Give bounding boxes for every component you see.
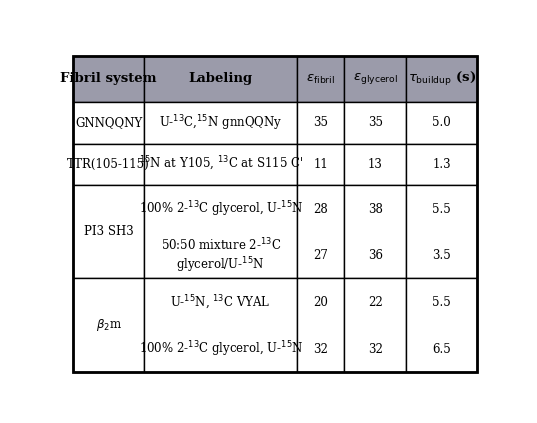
Text: $\beta_2$m: $\beta_2$m [96,317,122,333]
Text: 32: 32 [368,343,382,356]
Text: 22: 22 [368,296,382,309]
Text: $^{15}$N at Y105, $^{13}$C at S115 C': $^{15}$N at Y105, $^{13}$C at S115 C' [139,155,303,173]
Bar [407,144,477,185]
Text: PI3 SH3: PI3 SH3 [84,225,134,238]
Text: 1.3: 1.3 [432,158,451,171]
Text: 32: 32 [313,343,328,356]
Text: 38: 38 [368,203,382,216]
Text: 3.5: 3.5 [432,250,451,263]
Text: 50:50 mixture 2-$^{13}$C
glycerol/U-$^{15}$N: 50:50 mixture 2-$^{13}$C glycerol/U-$^{1… [161,236,281,275]
Text: 6.5: 6.5 [432,343,451,356]
Text: TTR(105-115): TTR(105-115) [67,158,150,171]
Text: 20: 20 [313,296,328,309]
Text: 28: 28 [313,203,328,216]
Bar [407,185,477,278]
Text: $\varepsilon_{\rm glycerol}$: $\varepsilon_{\rm glycerol}$ [353,71,398,86]
Bar [297,185,344,278]
Text: 27: 27 [313,250,328,263]
Bar [144,278,297,371]
Text: 11: 11 [313,158,328,171]
Text: Fibril system: Fibril system [61,72,157,85]
Bar [344,185,407,278]
Text: 13: 13 [368,158,382,171]
Bar [297,144,344,185]
Text: GNNQQNY: GNNQQNY [75,116,142,129]
Bar [297,102,344,144]
Bar [144,56,297,102]
Bar [344,56,407,102]
Bar [74,144,144,185]
Bar [144,185,297,278]
Text: U-$^{15}$N, $^{13}$C VYAL: U-$^{15}$N, $^{13}$C VYAL [170,294,271,312]
Bar [144,102,297,144]
Text: 5.5: 5.5 [432,203,451,216]
Bar [407,56,477,102]
Text: 100% 2-$^{13}$C glycerol, U-$^{15}$N: 100% 2-$^{13}$C glycerol, U-$^{15}$N [139,339,303,359]
Bar [297,56,344,102]
Text: Labeling: Labeling [188,72,253,85]
Bar [74,56,144,102]
Bar [407,102,477,144]
Text: U-$^{13}$C,$^{15}$N gnnQQNy: U-$^{13}$C,$^{15}$N gnnQQNy [159,113,282,133]
Bar [74,102,144,144]
Text: 35: 35 [313,116,328,129]
Text: 5.0: 5.0 [432,116,451,129]
Bar [344,278,407,371]
Text: 5.5: 5.5 [432,296,451,309]
Bar [407,278,477,371]
Text: 35: 35 [368,116,383,129]
Text: 100% 2-$^{13}$C glycerol, U-$^{15}$N: 100% 2-$^{13}$C glycerol, U-$^{15}$N [139,200,303,219]
Bar [344,144,407,185]
Bar [74,278,144,371]
Bar [74,185,144,278]
Text: 36: 36 [368,250,383,263]
Bar [297,278,344,371]
Text: $\tau_{\rm buildup}$ (s): $\tau_{\rm buildup}$ (s) [408,70,476,88]
Bar [344,102,407,144]
Text: $\varepsilon_{\rm fibril}$: $\varepsilon_{\rm fibril}$ [306,72,335,85]
Bar [144,144,297,185]
